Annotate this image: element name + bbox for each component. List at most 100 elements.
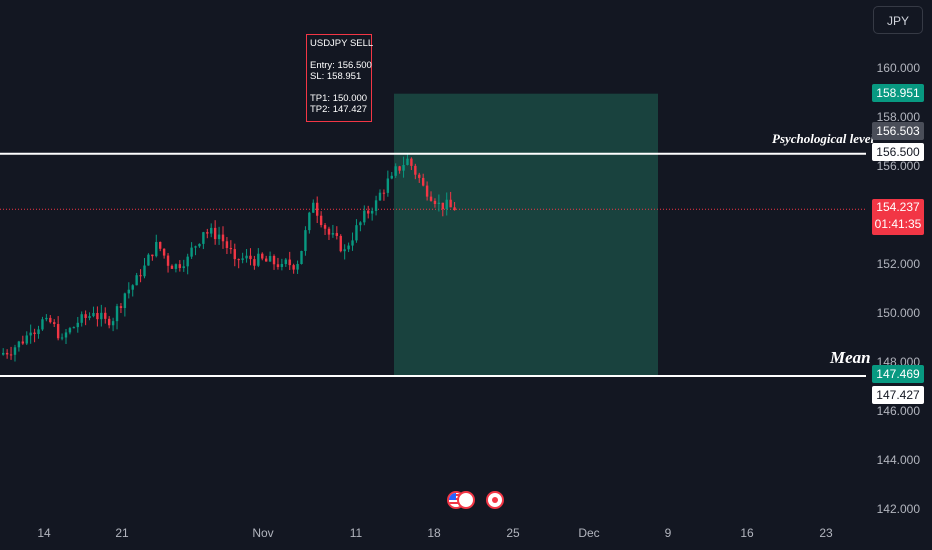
candle-body [96,313,99,320]
candle-body [225,241,229,248]
candle-body [233,249,236,260]
candle-body [410,158,413,166]
candle-body [123,293,127,309]
candle-body [421,177,425,186]
currency-button[interactable]: JPY [873,6,923,34]
candle-body [104,312,107,319]
candle-body [202,232,205,244]
candle-body [343,249,346,252]
x-tick-label: 16 [740,526,754,540]
candle-body [186,256,189,267]
x-tick-label: 25 [506,526,520,540]
candle-body [72,327,76,329]
candle-body [60,337,64,339]
candle-body [418,174,421,178]
trade-note-tp1: TP1: 150.000 [310,93,368,104]
candle-body [92,313,95,317]
candle-body [13,347,17,355]
x-tick-label: 14 [37,526,51,540]
candle-body [147,254,150,266]
event-marker-icon[interactable] [457,491,475,509]
candle-body [155,241,158,257]
trade-note-sl: SL: 158.951 [310,71,362,82]
candle-body [194,246,197,248]
candle-body [257,253,260,266]
trade-note[interactable]: USDJPY SELL Entry: 156.500 SL: 158.951 T… [306,34,373,122]
crosshair-price-tag: 156.503 [872,122,924,140]
candle-body [347,245,350,250]
candle-body [359,222,362,226]
candle-body [264,258,268,262]
candle-body [445,199,448,210]
x-tick-label: 23 [819,526,833,540]
japan-flag-circle-icon [492,497,498,503]
candle-body [115,306,119,322]
candle-body [162,248,166,256]
x-tick-label: 9 [664,526,672,540]
candle-body [166,255,170,266]
candles [2,154,456,362]
candle-body [370,210,374,214]
candle-body [49,317,52,323]
candle-body [374,200,378,211]
candle-body [363,210,366,223]
candle-body [174,264,178,269]
candle-body [84,314,87,318]
y-tick-label: 158.000 [876,110,920,124]
candle-body [135,275,138,286]
current-price-tag: 154.237 01:41:35 [872,199,924,235]
candle-body [53,322,56,325]
candle-body [308,212,311,231]
candle-body [398,166,401,171]
candle-body [206,232,209,234]
candle-body [111,321,115,326]
candle-body [390,175,393,179]
x-tick-label: 18 [427,526,441,540]
candle-body [88,316,91,318]
candle-body [29,332,32,336]
candle-body [221,234,225,242]
candle-body [312,202,315,213]
candle-body [119,306,123,309]
psychological-level-label: Psychological level [772,131,875,146]
candle-body [33,332,36,335]
y-tick-label: 144.000 [876,453,920,467]
candle-body [406,158,409,166]
candle-body [151,254,154,257]
y-tick-label: 150.000 [876,306,920,320]
candle-body [80,314,83,323]
mean-level-label: Mean [830,348,871,367]
target-price-tag: 147.469 [872,365,924,383]
candle-body [213,227,217,240]
x-tick-label: Dec [578,526,600,540]
candle-body [249,255,252,260]
candle-body [276,264,280,267]
y-tick-label: 152.000 [876,257,920,271]
x-tick-label: 11 [349,526,363,540]
candle-body [268,255,272,262]
candle-body [304,230,307,251]
candle-body [64,332,68,338]
candle-body [261,253,264,259]
japan-flag-event-icon[interactable] [486,491,504,509]
candle-body [56,324,60,339]
candle-body [2,352,5,355]
candle-body [292,265,295,270]
candle-body [449,199,452,208]
candle-body [198,243,201,247]
candle-body [41,319,44,330]
candle-body [441,202,444,210]
candle-body [296,264,299,270]
candle-body [139,275,142,277]
candle-body [37,329,40,335]
candle-body [335,233,339,236]
trade-zone [394,93,658,376]
x-tick-label: 21 [115,526,129,540]
candle-body [433,200,437,205]
stop-price-tag: 158.951 [872,84,924,102]
candle-body [245,255,248,259]
candle-body [17,341,21,348]
y-tick-label: 146.000 [876,404,920,418]
candle-body [190,247,193,257]
